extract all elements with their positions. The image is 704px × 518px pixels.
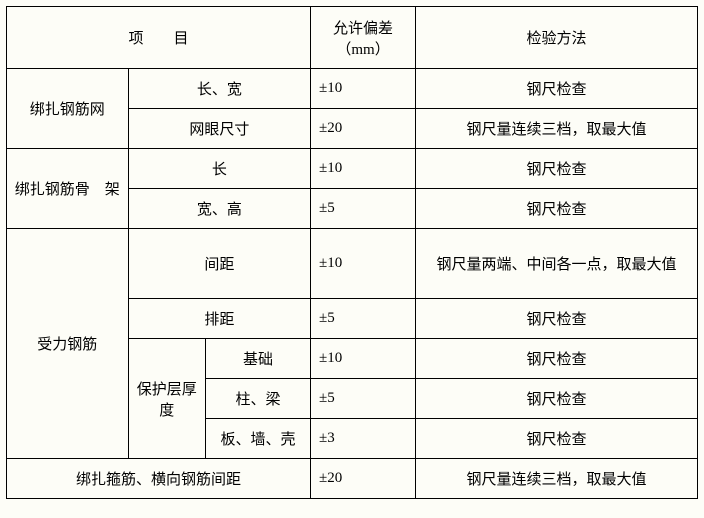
method-cell: 钢尺量连续三档，取最大值: [416, 109, 698, 149]
method-cell: 钢尺量连续三档，取最大值: [416, 459, 698, 499]
method-cell: 钢尺检查: [416, 339, 698, 379]
tolerance-cell: ±10: [311, 69, 416, 109]
item-cell: 长: [128, 149, 310, 189]
header-inspection: 检验方法: [416, 7, 698, 69]
group-rebar-mesh: 绑扎钢筋网: [7, 69, 129, 149]
tolerance-cell: ±10: [311, 229, 416, 299]
tolerance-cell: ±5: [311, 189, 416, 229]
tolerance-cell: ±10: [311, 339, 416, 379]
method-cell: 钢尺检查: [416, 149, 698, 189]
subgroup-cover-thickness: 保护层厚 度: [128, 339, 205, 459]
method-cell: 钢尺检查: [416, 189, 698, 229]
item-cell: 排距: [128, 299, 310, 339]
item-cell: 长、宽: [128, 69, 310, 109]
method-cell: 钢尺量两端、中间各一点，取最大值: [416, 229, 698, 299]
group-stirrup-spacing: 绑扎箍筋、横向钢筋间距: [7, 459, 311, 499]
header-tolerance: 允许偏差（mm）: [311, 7, 416, 69]
group-rebar-frame: 绑扎钢筋骨 架: [7, 149, 129, 229]
item-cell: 柱、梁: [206, 379, 311, 419]
item-cell: 宽、高: [128, 189, 310, 229]
item-cell: 基础: [206, 339, 311, 379]
tolerance-table: 项 目 允许偏差（mm） 检验方法 绑扎钢筋网 长、宽 ±10 钢尺检查 网眼尺…: [6, 6, 698, 499]
tolerance-cell: ±5: [311, 379, 416, 419]
method-cell: 钢尺检查: [416, 69, 698, 109]
tolerance-cell: ±3: [311, 419, 416, 459]
header-item: 项 目: [7, 7, 311, 69]
tolerance-cell: ±20: [311, 459, 416, 499]
method-cell: 钢尺检查: [416, 419, 698, 459]
item-cell: 板、墙、壳: [206, 419, 311, 459]
method-cell: 钢尺检查: [416, 379, 698, 419]
method-cell: 钢尺检查: [416, 299, 698, 339]
item-cell: 间距: [128, 229, 310, 299]
group-stressed-rebar: 受力钢筋: [7, 229, 129, 459]
tolerance-cell: ±10: [311, 149, 416, 189]
tolerance-cell: ±20: [311, 109, 416, 149]
tolerance-cell: ±5: [311, 299, 416, 339]
item-cell: 网眼尺寸: [128, 109, 310, 149]
